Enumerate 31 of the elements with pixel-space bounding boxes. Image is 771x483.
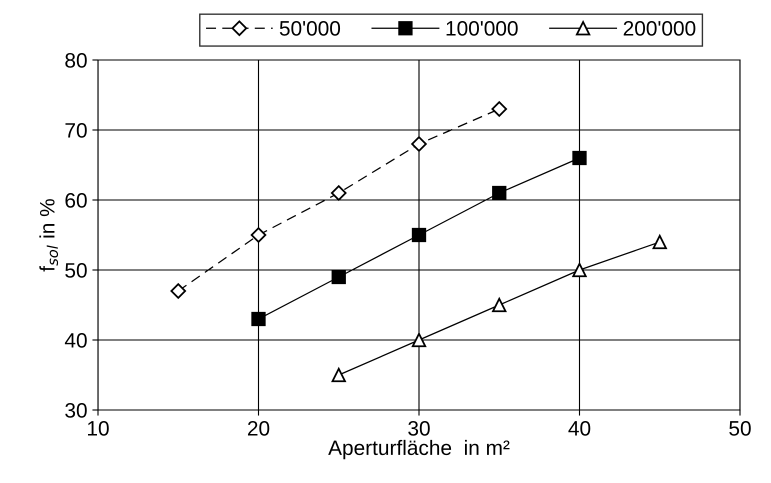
y-tick-label: 50: [65, 263, 87, 278]
point: [412, 332, 426, 348]
point: [572, 150, 587, 166]
y-axis-title: f$_{sol}$ in %: [39, 199, 58, 272]
y-tick-label: 80: [65, 53, 87, 68]
point: [492, 298, 506, 312]
point: [332, 270, 346, 284]
y-tick-label: 30: [65, 403, 87, 418]
x-tick-label: 10: [88, 420, 109, 436]
point: [332, 368, 346, 382]
point: [652, 234, 667, 250]
y-tick-label: 60: [65, 193, 87, 208]
point: [491, 101, 508, 117]
point: [250, 227, 266, 243]
point: [411, 136, 427, 152]
legend-label: 200'000: [624, 20, 696, 36]
legend-label: 50'000: [280, 20, 340, 36]
y-tick-label: 40: [64, 333, 87, 348]
point: [251, 312, 266, 326]
point: [170, 283, 186, 299]
x-axis-title: Aperturfläche in m²: [328, 440, 510, 460]
x-tick-label: 50: [729, 420, 751, 436]
point: [330, 185, 347, 201]
x-tick-label: 20: [248, 420, 270, 436]
legend-label: 100'000: [446, 20, 518, 36]
point: [492, 186, 506, 200]
x-tick-label: 40: [568, 420, 590, 436]
y-tick-label: 70: [65, 123, 87, 138]
point: [412, 228, 426, 242]
x-tick-label: 30: [408, 420, 430, 436]
point: [572, 262, 587, 278]
